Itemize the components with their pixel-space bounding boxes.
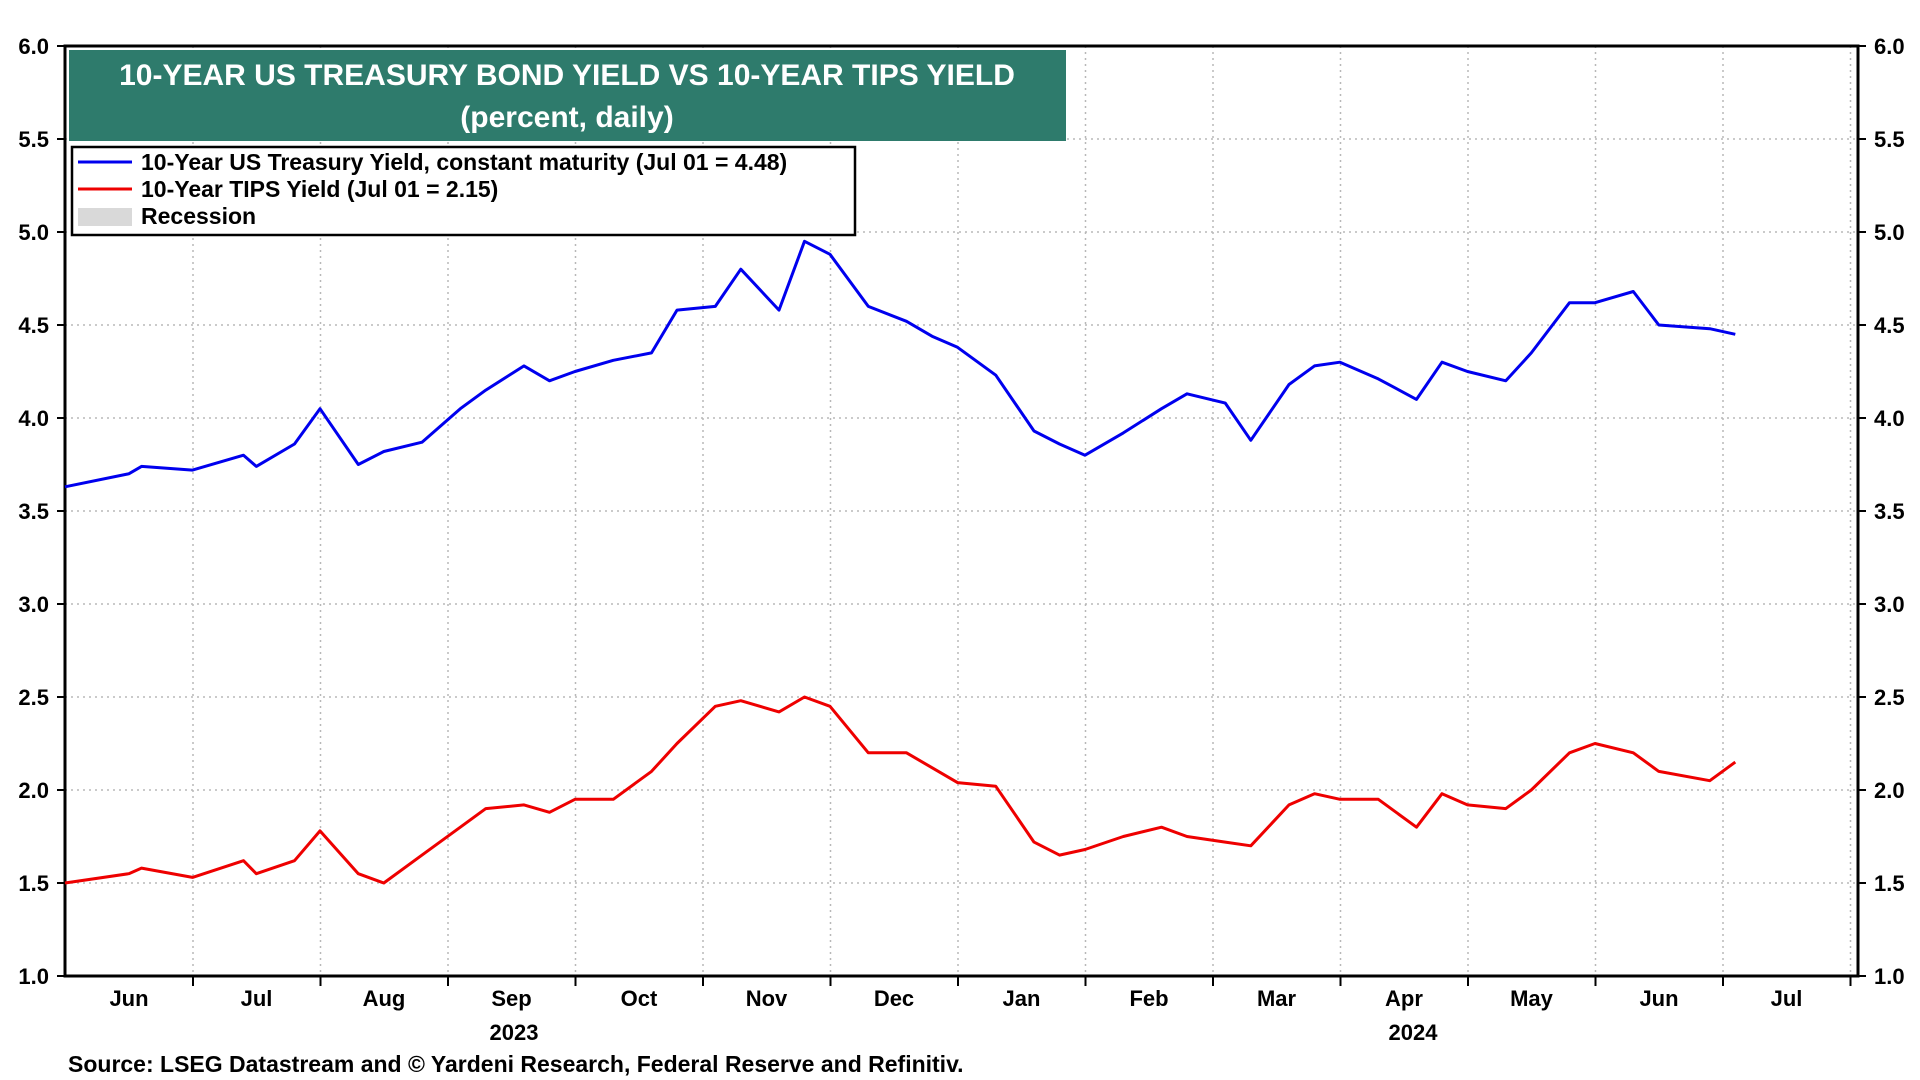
y-tick-label-right: 2.0 [1874,778,1905,803]
x-tick-label: Jun [1639,986,1678,1011]
legend-box [70,145,857,237]
x-tick-label: Sep [491,986,531,1011]
series-lines [64,239,1737,885]
source-note: Source: LSEG Datastream and © Yardeni Re… [68,1051,964,1077]
x-tick-label: May [1510,986,1554,1011]
x-tick-label: Aug [363,986,406,1011]
y-tick-label-left: 2.5 [18,685,49,710]
y-axis-ticks: 1.0 1.0 1.5 1.5 2.0 2.0 2.5 2.5 3.0 3.0 3.5 3.5 4.0 4… [18,34,1904,989]
x-tick-label: Jun [109,986,148,1011]
y-tick-label-left: 3.0 [18,592,49,617]
x-tick-label: Feb [1129,986,1168,1011]
tips-yield-line [64,695,1737,885]
x-tick-label: Jul [1771,986,1803,1011]
x-tick-label: Dec [874,986,914,1011]
treasury-yield-line [64,239,1736,489]
y-tick-label-right: 1.0 [1874,964,1905,989]
y-tick-label-left: 1.5 [18,871,49,896]
x-tick-label: Jan [1003,986,1041,1011]
legend: 10-Year US Treasury Yield, constant matu… [70,145,857,237]
chart-title: 10-YEAR US TREASURY BOND YIELD VS 10-YEA… [119,59,1015,92]
x-tick-label: Apr [1385,986,1423,1011]
x-tick-label: Jul [241,986,273,1011]
y-tick-label-left: 2.0 [18,778,49,803]
y-tick-label-right: 4.5 [1874,313,1905,338]
legend-swatch-recession [78,208,132,226]
y-tick-label-right: 3.5 [1874,499,1905,524]
title-box: 10-YEAR US TREASURY BOND YIELD VS 10-YEA… [69,50,1066,141]
chart-subtitle: (percent, daily) [460,101,673,134]
legend-label-treasury: 10-Year US Treasury Yield, constant matu… [141,149,787,175]
y-tick-label-right: 5.0 [1874,220,1905,245]
y-tick-label-left: 6.0 [18,34,49,59]
gridlines [65,46,1858,976]
y-tick-label-right: 4.0 [1874,406,1905,431]
y-tick-label-left: 4.0 [18,406,49,431]
y-tick-label-right: 2.5 [1874,685,1905,710]
y-tick-label-left: 5.0 [18,220,49,245]
x-axis-ticks: Jun Jul Aug Sep Oct Nov Dec Jan Feb Mar Apr May Jun J… [109,976,1852,1011]
legend-label-recession: Recession [141,203,256,229]
legend-label-tips: 10-Year TIPS Yield (Jul 01 = 2.15) [141,176,498,202]
x-tick-label: Oct [621,986,658,1011]
y-tick-label-right: 6.0 [1874,34,1905,59]
y-tick-label-left: 1.0 [18,964,49,989]
y-tick-label-right: 1.5 [1874,871,1905,896]
y-tick-label-right: 5.5 [1874,127,1905,152]
y-tick-label-left: 3.5 [18,499,49,524]
y-tick-label-left: 4.5 [18,313,49,338]
y-tick-label-left: 5.5 [18,127,49,152]
x-tick-label: Nov [746,986,788,1011]
x-tick-label: Mar [1257,986,1297,1011]
y-tick-label-right: 3.0 [1874,592,1905,617]
year-label-2023: 2023 [490,1020,539,1045]
title-background [69,50,1066,141]
year-label-2024: 2024 [1389,1020,1439,1045]
